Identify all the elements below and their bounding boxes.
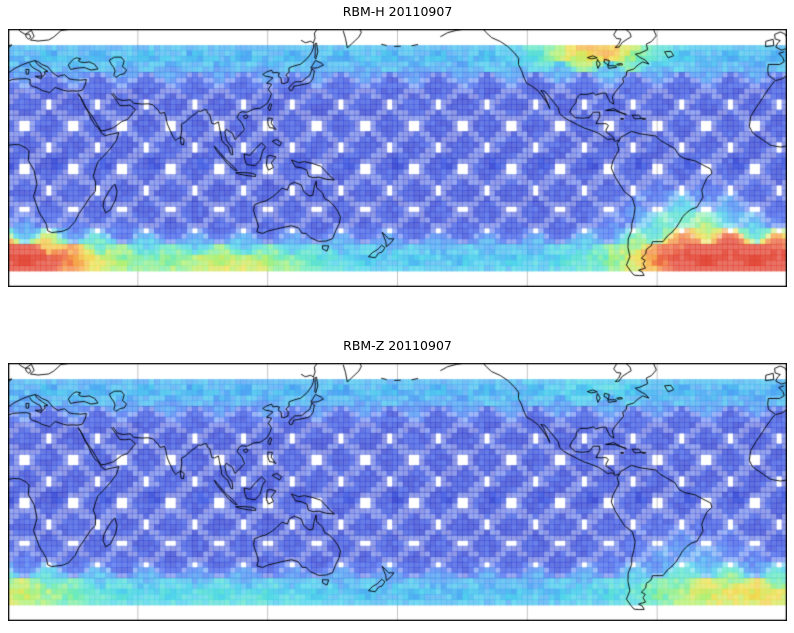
map-canvas-rbm-z	[8, 363, 787, 621]
panel-title-rbm-z: RBM-Z 20110907	[343, 338, 452, 353]
map-canvas-rbm-h	[8, 29, 787, 287]
panel-title-rbm-h: RBM-H 20110907	[342, 4, 453, 19]
